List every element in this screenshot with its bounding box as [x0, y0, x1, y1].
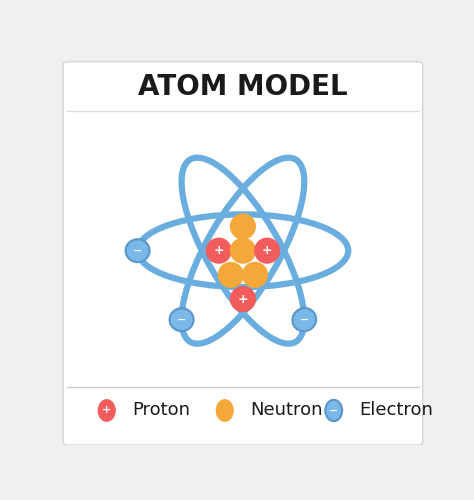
Ellipse shape — [170, 308, 193, 331]
Text: +: + — [262, 244, 273, 257]
Ellipse shape — [216, 400, 233, 421]
Circle shape — [254, 238, 280, 264]
Circle shape — [206, 238, 232, 264]
Text: −: − — [133, 246, 142, 256]
Text: −: − — [177, 314, 186, 324]
Text: +: + — [237, 292, 248, 306]
Text: +: + — [102, 406, 111, 415]
Text: +: + — [213, 244, 224, 257]
Circle shape — [230, 238, 256, 264]
Circle shape — [230, 286, 256, 312]
Text: Neutron: Neutron — [250, 402, 323, 419]
Text: −: − — [300, 314, 309, 324]
FancyBboxPatch shape — [63, 62, 423, 445]
Ellipse shape — [292, 308, 316, 332]
Ellipse shape — [98, 400, 115, 421]
Text: −: − — [329, 406, 338, 415]
Text: Proton: Proton — [132, 402, 190, 419]
Circle shape — [242, 262, 268, 288]
Circle shape — [218, 262, 244, 288]
Ellipse shape — [325, 400, 342, 421]
Text: Electron: Electron — [359, 402, 433, 419]
Ellipse shape — [126, 239, 150, 262]
Text: ATOM MODEL: ATOM MODEL — [138, 73, 348, 101]
Circle shape — [230, 214, 256, 240]
